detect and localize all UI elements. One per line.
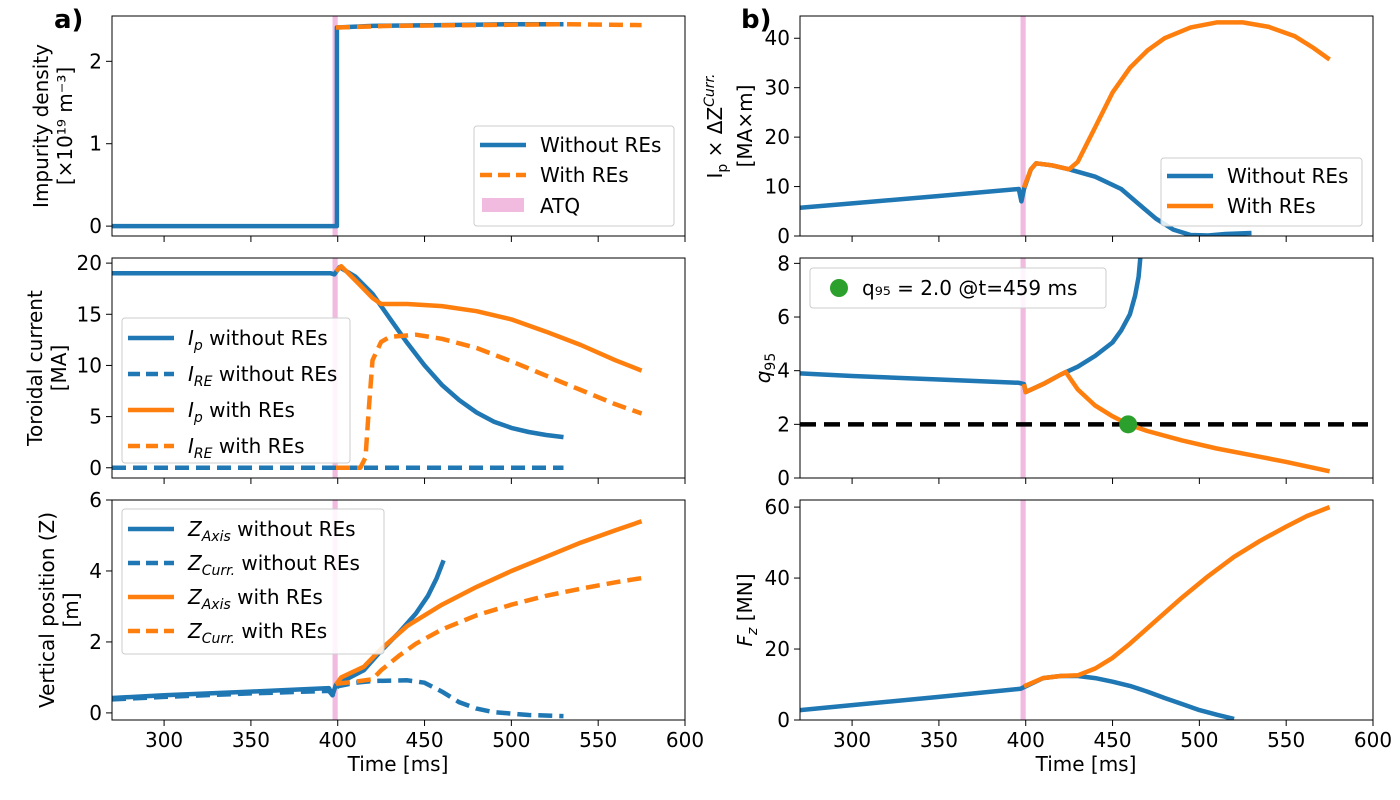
q95-crossing-marker xyxy=(1119,415,1138,434)
series-z-curr-without-res xyxy=(112,678,564,719)
ylabel-current-line1: Toroidal current xyxy=(23,290,47,447)
legend-item-without-res: Without REs xyxy=(540,133,661,157)
panel-q95: 0 2 4 6 8 q95 q₉₅ = 2.0 @t=459 ms xyxy=(751,251,1374,490)
legend-item-with-res: With REs xyxy=(540,163,629,187)
panel-ip-delta-z: 0 10 20 30 40 Ip × ΔZCurr. [MA×m] Without RE… xyxy=(702,15,1374,248)
y-tick-label: 8 xyxy=(777,251,790,275)
legend-ipdz: Without REs With REs xyxy=(1160,157,1363,227)
panel-label-b: b) xyxy=(741,5,772,35)
x-tick-label: 500 xyxy=(492,728,530,752)
y-tick-label: 6 xyxy=(777,305,790,329)
y-tick-label: 2 xyxy=(89,630,102,654)
y-tick-label: 20 xyxy=(765,637,790,661)
y-tick-label: 15 xyxy=(77,302,102,326)
ylabel-vertical-line1: Vertical position (Z) xyxy=(35,512,59,708)
x-tick-label: 550 xyxy=(579,728,617,752)
x-tick-label: 450 xyxy=(1093,728,1131,752)
series-without-res xyxy=(800,673,1235,720)
x-tick-label: 500 xyxy=(1180,728,1218,752)
y-tick-label: 60 xyxy=(765,495,790,519)
x-tick-label: 350 xyxy=(920,728,958,752)
legend-q95: q₉₅ = 2.0 @t=459 ms xyxy=(809,267,1107,309)
x-tick-label: 600 xyxy=(1354,728,1392,752)
legend-ire-without-res: IRE without REs xyxy=(188,362,337,390)
legend-q95-marker xyxy=(830,279,848,297)
y-tick-label: 10 xyxy=(77,353,102,377)
y-tick-label: 4 xyxy=(89,559,102,583)
legend-zcurr-with-res: ZCurr. with REs xyxy=(187,619,327,647)
x-tick-label: 300 xyxy=(833,728,871,752)
y-tick-label: 40 xyxy=(765,566,790,590)
y-tick-label: 0 xyxy=(89,214,102,238)
panel-impurity-density: 0 1 2 Impurity density [×10¹⁹ m⁻³] Without… xyxy=(29,15,686,242)
y-tick-label: 0 xyxy=(89,701,102,725)
series-with-res xyxy=(1021,369,1331,474)
panel-toroidal-current: 0 5 10 15 20 Toroidal current [MA] Ip withou… xyxy=(23,251,686,484)
y-tick-label: 5 xyxy=(89,405,102,429)
series-z-axis-with-res xyxy=(334,519,643,686)
legend-item-atq: ATQ xyxy=(540,194,580,218)
x-tick-label: 450 xyxy=(405,728,443,752)
y-tick-label: 4 xyxy=(777,359,790,383)
atq-band xyxy=(1020,258,1026,478)
ylabel-ipdz-line2: [MA×m] xyxy=(733,85,757,168)
atq-band xyxy=(1020,16,1026,236)
ylabel-vertical-line2: [m] xyxy=(59,592,83,627)
ylabel-impurity-line2: [×10¹⁹ m⁻³] xyxy=(53,67,77,185)
panel-vertical-position: 0 2 4 6 300 350 400 450 500 550 600 Vertical posit… xyxy=(35,488,704,752)
x-tick-label: 550 xyxy=(1267,728,1305,752)
legend-zaxis-without-res: ZAxis without REs xyxy=(187,517,356,545)
y-tick-label: 0 xyxy=(777,466,790,490)
series-i-p-with-res xyxy=(334,263,643,373)
legend-impurity: Without REs With REs ATQ xyxy=(473,125,675,227)
y-tick-label: 20 xyxy=(77,251,102,275)
ylabel-fz: Fz [MN] xyxy=(733,573,761,646)
legend-current: Ip without REs IRE without REs Ip with R… xyxy=(121,317,351,464)
panel-fz: 0 20 40 60 300 350 400 450 500 550 600 Fz [MN] xyxy=(733,495,1392,752)
x-tick-label: 400 xyxy=(1007,728,1045,752)
ylabel-current-line2: [MA] xyxy=(47,345,71,392)
series-i-re-with-res xyxy=(336,332,643,471)
series-with-res xyxy=(335,21,642,30)
ylabel-impurity-line1: Impurity density xyxy=(29,44,53,208)
y-tick-label: 0 xyxy=(89,456,102,480)
atq-band xyxy=(1020,500,1026,720)
y-tick-label: 30 xyxy=(765,76,790,100)
y-tick-label: 2 xyxy=(777,412,790,436)
xlabel-right: Time [ms] xyxy=(1035,752,1137,776)
ylabel-ipdz-line1: Ip × ΔZCurr. xyxy=(702,74,731,179)
legend-zcurr-without-res: ZCurr. without REs xyxy=(187,551,360,579)
legend-ip-with-res: Ip with REs xyxy=(188,398,295,426)
y-tick-label: 2 xyxy=(89,49,102,73)
x-tick-label: 300 xyxy=(145,728,183,752)
xlabel-left: Time [ms] xyxy=(347,752,449,776)
panel-label-a: a) xyxy=(54,5,83,35)
legend-ire-with-res: IRE with REs xyxy=(188,434,305,462)
series-with-res xyxy=(1023,505,1331,689)
y-tick-label: 1 xyxy=(89,132,102,156)
y-tick-label: 0 xyxy=(777,224,790,248)
y-tick-label: 10 xyxy=(765,175,790,199)
y-tick-label: 0 xyxy=(777,708,790,732)
legend-ipdz-without-res: Without REs xyxy=(1227,164,1348,188)
ylabel-q95: q95 xyxy=(751,353,779,384)
series-with-res xyxy=(1021,20,1331,189)
legend-zaxis-with-res: ZAxis with REs xyxy=(187,585,323,613)
y-tick-label: 20 xyxy=(765,125,790,149)
y-tick-label: 6 xyxy=(89,488,102,512)
series-without-res xyxy=(800,258,1143,395)
legend-q95-label: q₉₅ = 2.0 @t=459 ms xyxy=(862,276,1077,300)
x-tick-label: 400 xyxy=(319,728,357,752)
y-tick-label: 40 xyxy=(765,26,790,50)
legend-ip-without-res: Ip without REs xyxy=(188,326,328,354)
x-tick-label: 350 xyxy=(232,728,270,752)
x-tick-label: 600 xyxy=(666,728,704,752)
legend-vertical: ZAxis without REs ZCurr. without REs ZAx… xyxy=(121,508,385,655)
legend-ipdz-with-res: With REs xyxy=(1227,194,1316,218)
